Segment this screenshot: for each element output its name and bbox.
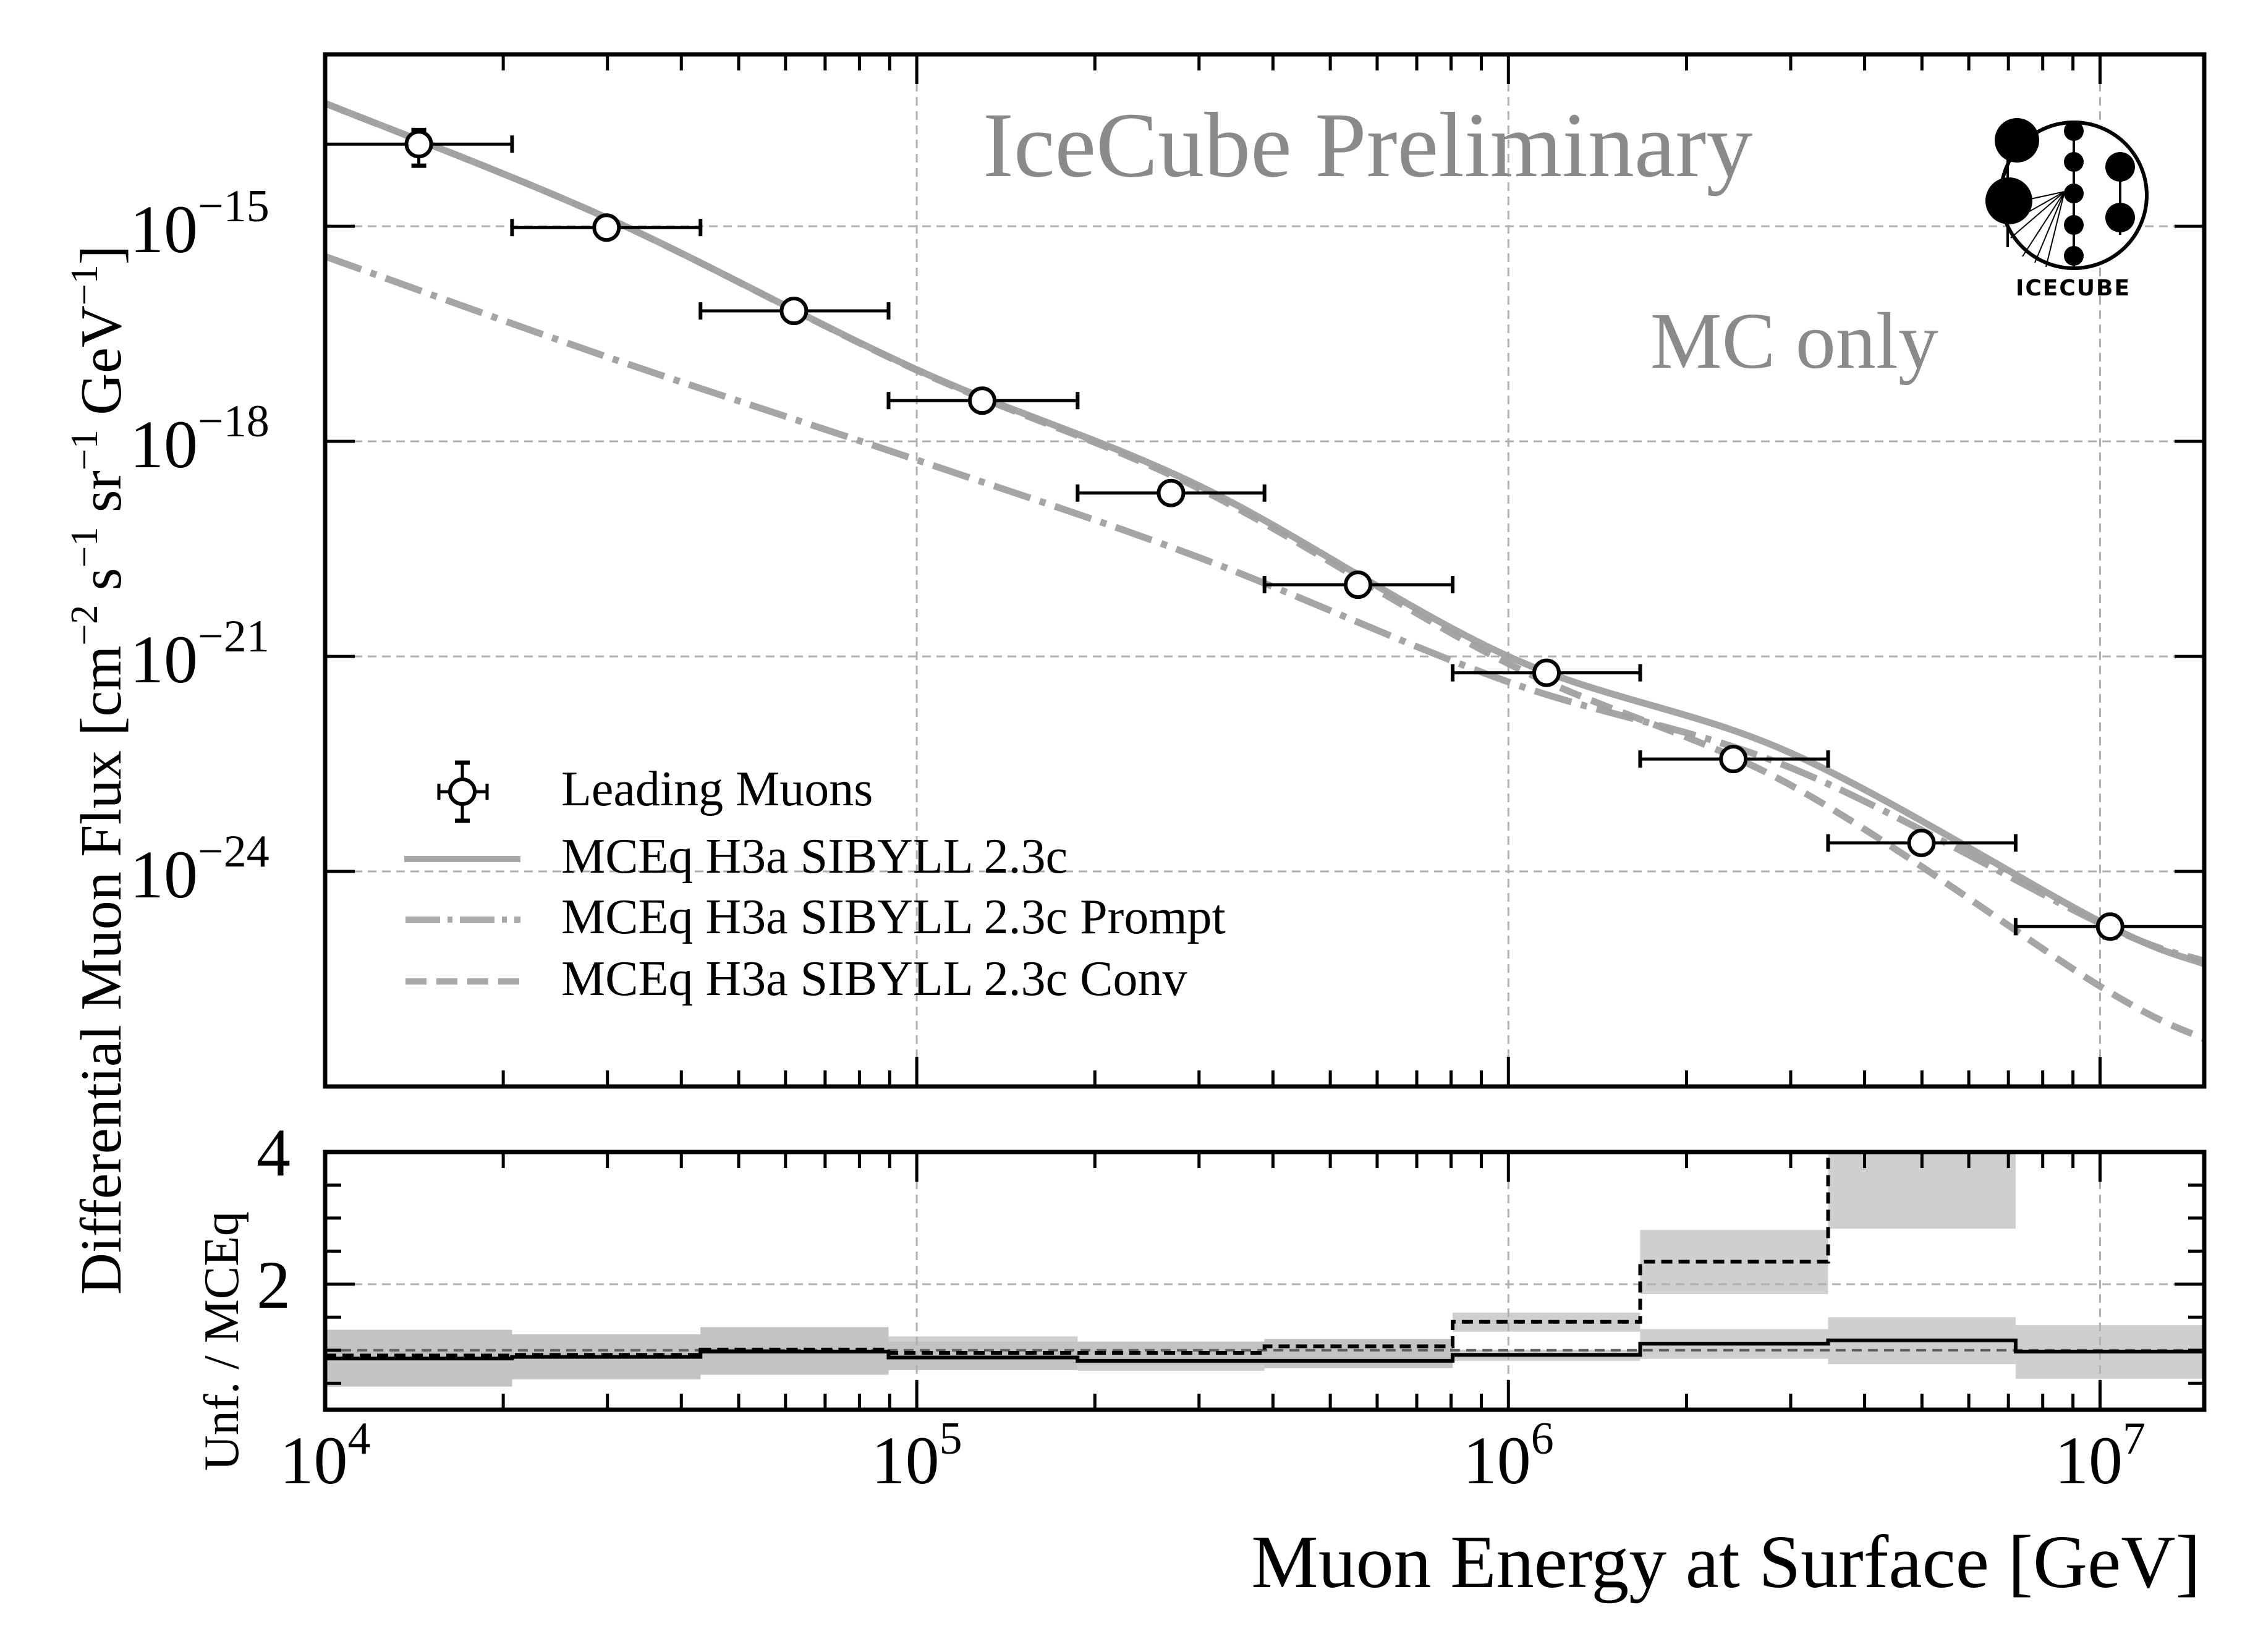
legend-label-total: MCEq H3a SIBYLL 2.3c bbox=[561, 829, 1067, 884]
data-marker bbox=[404, 130, 433, 159]
ratio-lines bbox=[325, 1150, 2204, 1363]
legend-label-conv: MCEq H3a SIBYLL 2.3c Conv bbox=[561, 952, 1187, 1006]
ytick-label: 10−18 bbox=[130, 396, 270, 482]
logo-text: ICECUBE bbox=[2016, 276, 2131, 301]
ratio-grid bbox=[325, 1152, 2204, 1410]
ytick-label: 4 bbox=[257, 1115, 291, 1190]
ratio-panel: 24 bbox=[257, 1115, 2207, 1412]
data-point bbox=[1638, 745, 1830, 774]
xtick-label: 107 bbox=[2055, 1413, 2146, 1498]
ratio-axes-frame bbox=[323, 1150, 2207, 1412]
model-line-prompt bbox=[324, 253, 2205, 965]
ratio-uncertainty-band bbox=[1264, 1339, 1453, 1368]
data-point bbox=[1262, 570, 1455, 599]
ytick-label: 10−15 bbox=[130, 181, 270, 267]
ytick-label: 10−21 bbox=[130, 611, 270, 697]
x-axis-title: Muon Energy at Surface [GeV] bbox=[1251, 1520, 2201, 1604]
main-axes-frame bbox=[323, 52, 2207, 1089]
data-marker bbox=[592, 213, 621, 242]
data-marker bbox=[1719, 745, 1748, 774]
xtick-label: 106 bbox=[1463, 1413, 1554, 1498]
data-marker bbox=[1907, 828, 1936, 857]
legend: Leading Muons MCEq H3a SIBYLL 2.3c MCEq … bbox=[404, 760, 1226, 1006]
data-marker bbox=[2095, 912, 2124, 941]
y-axis-title: Differential Muon Flux [cm−2 s−1 sr−1 Ge… bbox=[64, 245, 134, 1295]
ratio-line-total bbox=[325, 1338, 2204, 1363]
data-marker bbox=[1532, 658, 1561, 687]
xtick-labels: 104 105 106 107 bbox=[280, 1413, 2146, 1498]
ytick-label: 10−24 bbox=[130, 826, 270, 912]
model-line-total bbox=[323, 100, 2206, 968]
svg-text:Differential Muon Flux [cm−2 s: Differential Muon Flux [cm−2 s−1 sr−1 Ge… bbox=[64, 245, 134, 1295]
data-marker bbox=[968, 386, 997, 415]
icecube-logo: ICECUBE bbox=[1985, 118, 2149, 301]
xtick-label: 104 bbox=[280, 1413, 371, 1498]
ratio-ytick-labels: 24 bbox=[257, 1115, 291, 1323]
ratio-y-axis-title: Unf. / MCEq bbox=[195, 1211, 249, 1471]
data-marker bbox=[1344, 570, 1373, 599]
data-point bbox=[510, 213, 703, 242]
legend-marker-leading-muons bbox=[437, 760, 489, 823]
main-ytick-labels: 10−15 10−18 10−21 10−24 bbox=[130, 181, 270, 912]
legend-label-leading-muons: Leading Muons bbox=[561, 762, 873, 816]
xtick-label: 105 bbox=[872, 1413, 962, 1498]
data-marker bbox=[779, 297, 809, 326]
data-point bbox=[698, 297, 891, 326]
ytick-label: 2 bbox=[257, 1247, 291, 1323]
main-panel: 10−15 10−18 10−21 10−24 IceCube Preliminary… bbox=[130, 52, 2207, 1089]
data-point bbox=[1451, 658, 1642, 687]
data-point bbox=[1826, 828, 2018, 857]
mc-only-text: MC only bbox=[1650, 297, 1938, 386]
ratio-line-conv bbox=[325, 1150, 2016, 1358]
watermark-text: IceCube Preliminary bbox=[983, 94, 1752, 197]
model-lines bbox=[323, 100, 2206, 1043]
data-point bbox=[886, 386, 1080, 415]
data-marker bbox=[1157, 478, 1186, 507]
legend-label-prompt: MCEq H3a SIBYLL 2.3c Prompt bbox=[561, 890, 1226, 944]
ratio-ticks bbox=[323, 1150, 2204, 1410]
data-point bbox=[1076, 478, 1267, 507]
